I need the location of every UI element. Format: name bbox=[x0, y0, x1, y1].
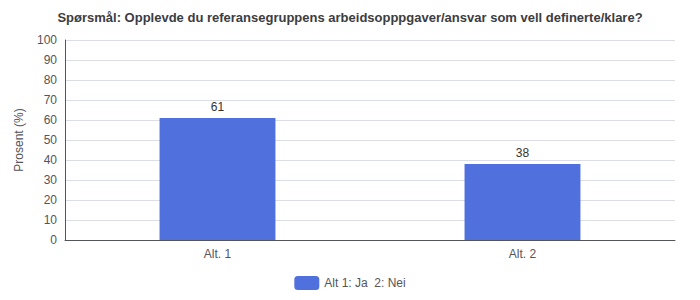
svg-text:40: 40 bbox=[44, 153, 58, 167]
svg-text:10: 10 bbox=[44, 213, 58, 227]
svg-text:Alt. 1: Alt. 1 bbox=[204, 247, 232, 261]
svg-text:Alt. 2: Alt. 2 bbox=[509, 247, 537, 261]
svg-text:Alt 1: Ja 2: Nei: Alt 1: Ja 2: Nei bbox=[324, 276, 405, 290]
svg-text:80: 80 bbox=[44, 73, 58, 87]
svg-text:70: 70 bbox=[44, 93, 58, 107]
svg-text:Spørsmål: Opplevde du referans: Spørsmål: Opplevde du referansegruppens … bbox=[57, 10, 642, 25]
svg-text:30: 30 bbox=[44, 173, 58, 187]
svg-text:20: 20 bbox=[44, 193, 58, 207]
svg-text:50: 50 bbox=[44, 133, 58, 147]
svg-text:100: 100 bbox=[37, 33, 57, 47]
svg-text:90: 90 bbox=[44, 53, 58, 67]
svg-text:0: 0 bbox=[50, 233, 57, 247]
svg-text:Prosent (%): Prosent (%) bbox=[12, 108, 26, 171]
svg-text:60: 60 bbox=[44, 113, 58, 127]
svg-text:61: 61 bbox=[211, 100, 225, 114]
svg-text:38: 38 bbox=[516, 146, 530, 160]
